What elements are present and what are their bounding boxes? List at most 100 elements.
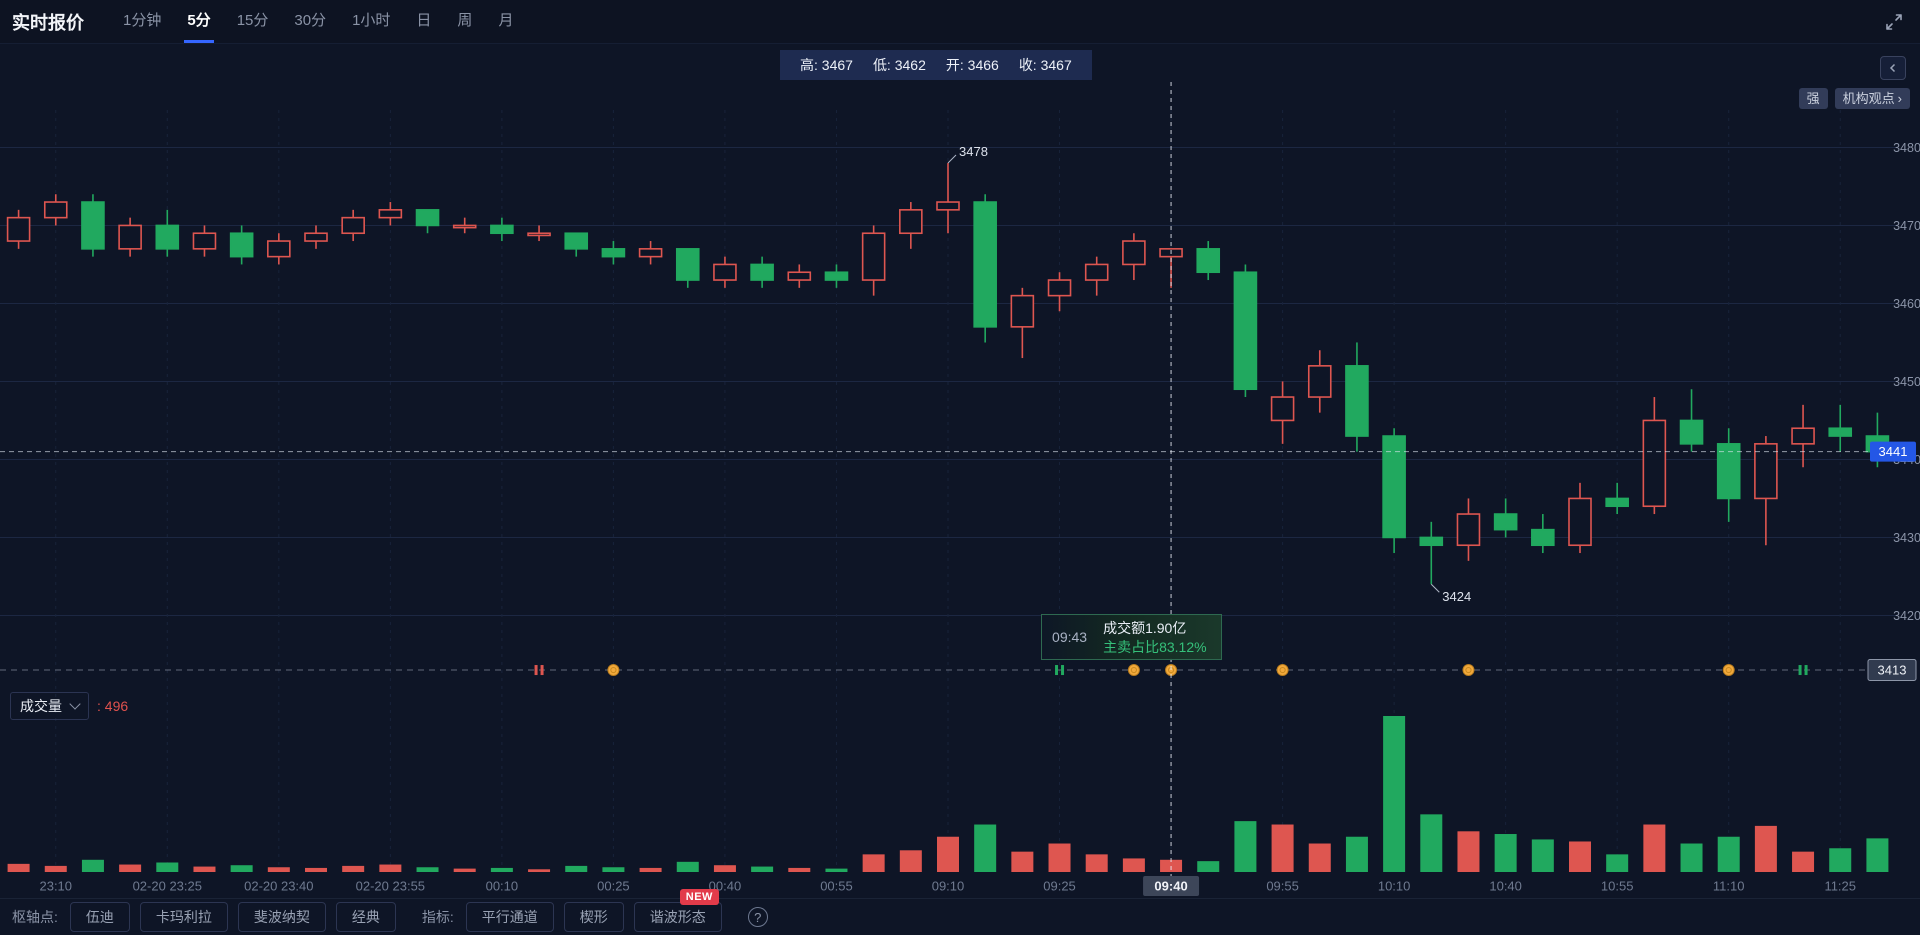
ohlc-item: 高: 3467 [800, 57, 853, 73]
coin-marker-icon[interactable] [1127, 664, 1140, 677]
candle-body [1010, 294, 1035, 328]
x-axis-label: 02-20 23:25 [133, 879, 202, 894]
candle-body [936, 201, 960, 211]
coin-marker-icon[interactable] [1276, 664, 1289, 677]
new-badge: NEW [679, 889, 719, 905]
tab-15分[interactable]: 15分 [236, 12, 269, 29]
volume-bar [490, 867, 513, 872]
collapse-panel-button[interactable] [1880, 56, 1906, 80]
volume-value: : 496 [97, 698, 129, 714]
coin-marker-icon[interactable] [1462, 664, 1475, 677]
green-bars-marker-icon[interactable] [1061, 665, 1065, 676]
pivot-button[interactable]: 斐波纳契 [237, 902, 326, 932]
volume-bar [267, 867, 290, 872]
tab-日[interactable]: 日 [416, 12, 432, 29]
candle-body [267, 240, 291, 258]
candle-body [1122, 240, 1146, 266]
green-bars-marker-icon[interactable] [1804, 665, 1808, 676]
tab-5分[interactable]: 5分 [174, 0, 223, 43]
tooltip-turnover: 成交额1.90亿 [1103, 620, 1187, 636]
chevron-down-icon [69, 698, 81, 710]
green-bars-marker-icon[interactable] [1055, 665, 1059, 676]
volume-bar [1160, 859, 1183, 872]
candle-body [1270, 396, 1295, 422]
x-axis-label: 09:25 [1043, 879, 1076, 894]
institution-view-label: 机构观点 [1842, 91, 1895, 106]
pivot-label: 枢轴点: [12, 909, 58, 925]
tab-周[interactable]: 周 [457, 12, 473, 29]
candle-body [787, 271, 812, 281]
candle-body [1419, 536, 1444, 547]
volume-indicator-dropdown[interactable]: 成交量 [10, 692, 89, 720]
pivot-button[interactable]: 经典 [335, 902, 396, 932]
volume-bar [974, 824, 997, 872]
x-axis-label: 00:25 [597, 879, 630, 894]
candle-body [341, 216, 365, 235]
coin-marker-inner [610, 666, 617, 674]
candle-body [1531, 528, 1555, 547]
indicator-button[interactable]: 楔形 [563, 902, 624, 932]
x-axis-label: 11:25 [1824, 879, 1856, 894]
tab-月[interactable]: 月 [498, 12, 514, 29]
volume-bar [528, 869, 551, 872]
green-bars-marker-icon[interactable] [1798, 665, 1802, 676]
institution-view-button[interactable]: 机构观点 › [1834, 88, 1910, 109]
candle-body [1493, 513, 1518, 531]
volume-bar [1569, 841, 1591, 872]
volume-bar [119, 864, 142, 872]
volume-bar [1531, 839, 1554, 872]
x-axis-label: 02-20 23:55 [356, 879, 425, 894]
volume-bar [1754, 825, 1777, 872]
candle-body [1233, 271, 1258, 391]
candle-body [899, 209, 923, 235]
strength-badge[interactable]: 强 [1798, 88, 1828, 109]
volume-bar [1085, 854, 1108, 872]
tab-1分钟[interactable]: 1分钟 [123, 12, 162, 29]
candle-body [973, 201, 997, 328]
indicator-buttons: 平行通道 楔形 谐波形态 [465, 902, 722, 932]
indicator-button[interactable]: 平行通道 [465, 902, 554, 932]
volume-bar [1048, 843, 1071, 872]
candle-body [713, 263, 737, 281]
fullscreen-expand-icon[interactable] [1884, 12, 1904, 32]
candle-body [452, 224, 477, 229]
annotation-pointer [1430, 583, 1440, 593]
volume-bar [193, 866, 216, 872]
tab-1小时[interactable]: 1小时 [352, 12, 391, 29]
pivot-button[interactable]: 卡玛利拉 [139, 902, 228, 932]
price-annotation: 3424 [1442, 589, 1471, 604]
coin-marker-inner [1130, 666, 1137, 674]
coin-marker-inner [1279, 666, 1286, 674]
volume-bar [453, 868, 476, 872]
volume-bar [899, 850, 922, 872]
pivot-button[interactable]: 伍迪 [69, 902, 130, 932]
help-icon[interactable]: ? [747, 907, 768, 927]
tab-30分[interactable]: 30分 [294, 12, 327, 29]
x-axis-label: 09:10 [932, 879, 965, 894]
red-bars-marker-icon[interactable] [540, 665, 544, 676]
coin-marker-inner [1465, 666, 1472, 674]
volume-bar [1457, 831, 1480, 872]
topbar: 实时报价 1分钟 5分 15分 30分 1小时 日 周 月 [0, 0, 1920, 44]
volume-bar [1643, 824, 1666, 872]
candle-body [304, 232, 328, 242]
volume-bar [1345, 836, 1368, 872]
candle-body [1307, 365, 1332, 398]
coin-marker-icon[interactable] [607, 664, 620, 677]
volume-bar [1420, 814, 1443, 872]
candle-body [1642, 419, 1667, 508]
indicator-button[interactable]: 谐波形态 [633, 902, 722, 932]
candle-body [43, 201, 68, 219]
coin-marker-icon[interactable] [1722, 664, 1735, 677]
crosshair-tooltip: 09:43 成交额1.90亿 主卖占比83.12% [1041, 614, 1222, 660]
timeframe-tabs: 1分钟 5分 15分 30分 1小时 日 周 月 [110, 0, 526, 43]
candle-body [564, 232, 589, 250]
red-bars-marker-icon[interactable] [534, 665, 538, 676]
volume-bar [1866, 838, 1889, 872]
volume-bar [937, 836, 959, 872]
volume-bar [1271, 824, 1294, 872]
volume-bar [416, 867, 439, 872]
crosshair-time-text: 09:40 [1154, 879, 1187, 894]
x-axis-label: 11:10 [1713, 879, 1745, 894]
